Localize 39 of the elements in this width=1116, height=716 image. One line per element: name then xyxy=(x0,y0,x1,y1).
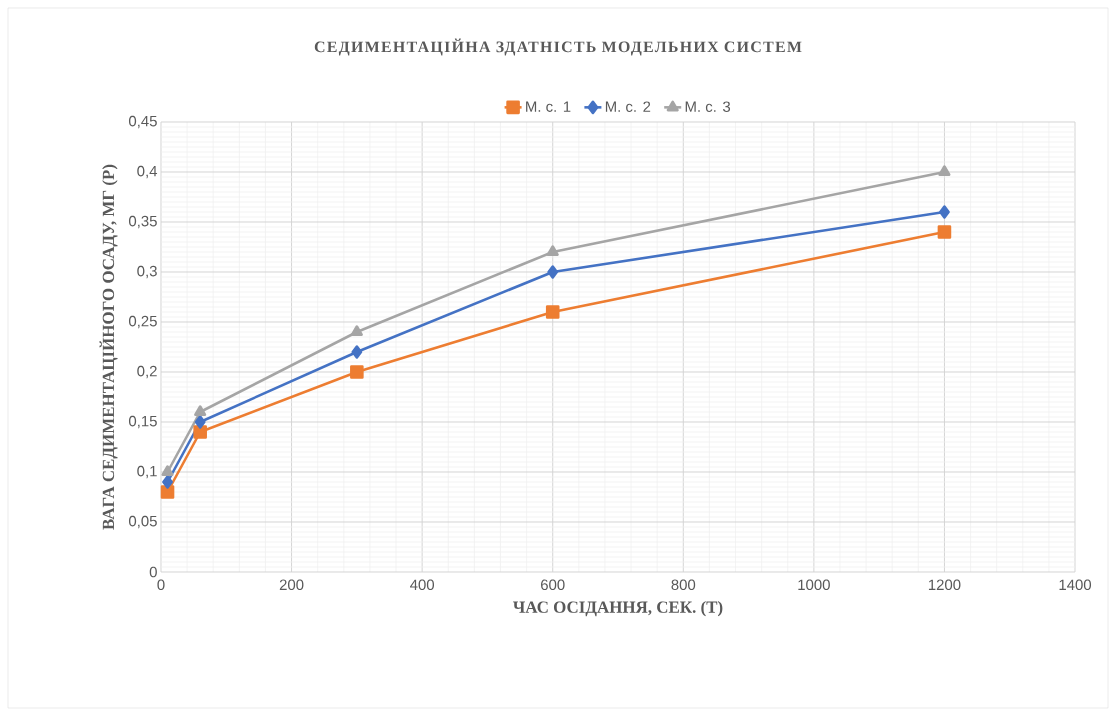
x-tick-label: 1400 xyxy=(1059,579,1092,591)
y-tick-label: 0,3 xyxy=(137,265,157,279)
y-tick-label: 0,4 xyxy=(137,165,158,179)
y-tick-label: 0 xyxy=(149,566,157,578)
y-tick-label: 0,05 xyxy=(128,515,157,529)
point xyxy=(545,305,560,319)
x-tick-label: 1000 xyxy=(798,579,830,591)
point xyxy=(194,405,207,417)
point xyxy=(939,205,950,219)
point xyxy=(350,325,363,337)
point xyxy=(547,265,559,279)
legend-label: М. с. 1 xyxy=(526,101,571,112)
x-tick-label: 800 xyxy=(671,579,696,591)
x-tick-label: 200 xyxy=(279,579,304,591)
y-tick-label: 0,1 xyxy=(137,465,157,479)
y-tick-label: 0,35 xyxy=(128,215,157,229)
y-axis-title: ВАГА СЕДИМЕНТАЦІЙНОГО ОСАДУ, МГ (Р) xyxy=(99,164,118,530)
point xyxy=(938,165,951,177)
legend-label: М. с. 3 xyxy=(685,101,731,112)
point xyxy=(161,465,174,477)
point xyxy=(937,225,952,239)
point xyxy=(351,345,363,359)
x-tick-label: 1200 xyxy=(928,579,961,591)
legend-label: М. с. 2 xyxy=(605,101,651,112)
point xyxy=(350,365,364,379)
x-tick-label: 600 xyxy=(541,579,565,591)
x-tick-label: 400 xyxy=(410,579,435,591)
point xyxy=(160,485,175,499)
point xyxy=(193,425,207,439)
y-tick-label: 0,45 xyxy=(128,115,157,129)
x-axis-title: ЧАС ОСІДАННЯ, СЕК. (Т) xyxy=(513,600,723,617)
point xyxy=(162,475,173,489)
y-tick-label: 0,15 xyxy=(128,415,157,429)
point xyxy=(546,245,559,257)
y-tick-label: 0,2 xyxy=(137,365,157,379)
point xyxy=(194,415,206,429)
y-tick-label: 0,25 xyxy=(128,315,157,329)
chart-title: СЕДИМЕНТАЦІЙНА ЗДАТНІСТЬ МОДЕЛЬНИХ СИСТЕМ xyxy=(314,38,802,56)
x-tick-label: 0 xyxy=(157,579,165,591)
